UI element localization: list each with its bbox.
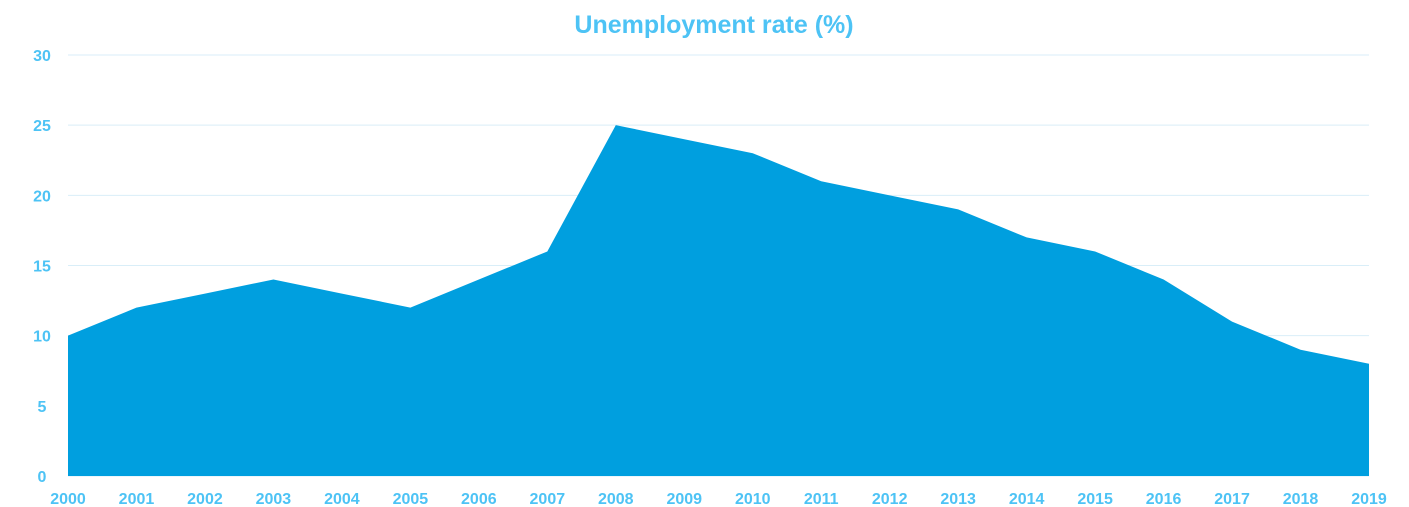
x-tick-label-2007: 2007 <box>530 491 566 507</box>
data-point-2001 <box>133 305 139 311</box>
area-series-layer <box>65 122 1372 477</box>
x-tick-label-2002: 2002 <box>187 491 223 507</box>
data-point-2009 <box>681 136 687 142</box>
area-series-unemployment <box>68 125 1369 477</box>
y-tick-label-5: 5 <box>38 399 47 416</box>
data-point-2002 <box>202 291 208 297</box>
x-tick-label-2006: 2006 <box>461 491 497 507</box>
data-point-2000 <box>65 333 71 339</box>
x-tick-label-2005: 2005 <box>393 491 429 507</box>
y-tick-label-20: 20 <box>33 188 51 205</box>
data-point-2003 <box>270 277 276 283</box>
y-axis-ticks: 0 5 10 15 20 25 30 <box>33 48 51 486</box>
data-point-2017 <box>1229 319 1235 325</box>
x-tick-label-2011: 2011 <box>804 491 839 507</box>
data-point-2015 <box>1092 248 1098 254</box>
data-point-2016 <box>1161 277 1167 283</box>
x-tick-label-2017: 2017 <box>1214 491 1250 507</box>
y-tick-label-0: 0 <box>38 469 47 486</box>
data-point-2004 <box>339 291 345 297</box>
data-point-2018 <box>1298 347 1304 353</box>
y-tick-label-30: 30 <box>33 48 51 65</box>
y-tick-label-15: 15 <box>33 259 51 276</box>
data-point-2006 <box>476 277 482 283</box>
x-tick-label-2015: 2015 <box>1077 491 1113 507</box>
data-point-2012 <box>887 192 893 198</box>
chart-title: Unemployment rate (%) <box>574 11 853 39</box>
x-axis-ticks: 2000 2001 2002 2003 2004 2005 2006 2007 2008 2009… <box>50 491 1387 507</box>
x-tick-label-2000: 2000 <box>50 491 86 507</box>
x-tick-label-2013: 2013 <box>940 491 976 507</box>
data-point-2010 <box>750 150 756 156</box>
data-point-2014 <box>1024 234 1030 240</box>
x-tick-label-2012: 2012 <box>872 491 908 507</box>
y-tick-label-10: 10 <box>33 329 51 346</box>
data-point-2019 <box>1366 361 1372 367</box>
x-tick-label-2014: 2014 <box>1009 491 1045 507</box>
data-point-2005 <box>407 305 413 311</box>
x-tick-label-2018: 2018 <box>1283 491 1319 507</box>
data-point-2008 <box>613 122 619 128</box>
data-point-2007 <box>544 248 550 254</box>
y-tick-label-25: 25 <box>33 118 51 135</box>
x-tick-label-2009: 2009 <box>666 491 702 507</box>
x-tick-label-2008: 2008 <box>598 491 634 507</box>
x-tick-label-2004: 2004 <box>324 491 360 507</box>
data-point-2013 <box>955 206 961 212</box>
x-tick-label-2001: 2001 <box>119 491 155 507</box>
x-tick-label-2019: 2019 <box>1351 491 1387 507</box>
x-tick-label-2003: 2003 <box>256 491 292 507</box>
x-tick-label-2010: 2010 <box>735 491 771 507</box>
x-tick-label-2016: 2016 <box>1146 491 1182 507</box>
data-point-2011 <box>818 178 824 184</box>
